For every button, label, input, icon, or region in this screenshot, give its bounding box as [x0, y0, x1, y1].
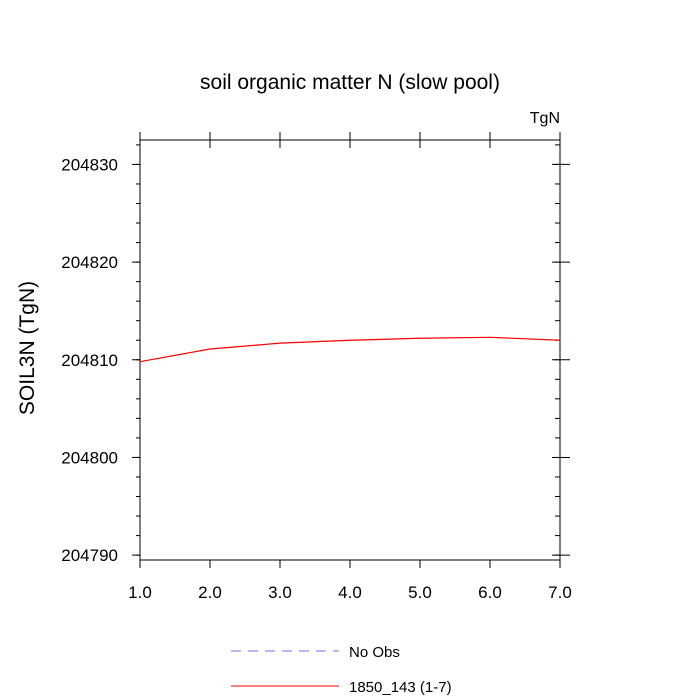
x-tick-label: 3.0: [268, 583, 292, 602]
x-tick-label: 7.0: [548, 583, 572, 602]
y-tick-label: 204800: [61, 448, 118, 467]
y-tick-label: 204830: [61, 155, 118, 174]
legend-label: No Obs: [349, 644, 400, 661]
legend: No Obs 1850_143 (1-7): [231, 644, 452, 696]
ticks-layer: 1.0 2.0 3.0 4.0 5.0 6.0 7.0 204790 204800 204810 2…: [61, 132, 572, 602]
x-tick-label: 5.0: [408, 583, 432, 602]
chart-title: soil organic matter N (slow pool): [200, 71, 500, 94]
x-tick-label: 1.0: [128, 583, 152, 602]
x-tick-label: 2.0: [198, 583, 222, 602]
legend-label: 1850_143 (1-7): [349, 679, 452, 696]
y-tick-label: 204820: [61, 253, 118, 272]
y-tick-label: 204790: [61, 546, 118, 565]
y-axis-label: SOIL3N (TgN): [16, 281, 39, 415]
series-line: [139, 336, 561, 363]
units-label: TgN: [530, 110, 560, 127]
series-layer: [139, 336, 561, 363]
y-tick-label: 204810: [61, 351, 118, 370]
x-tick-label: 4.0: [338, 583, 362, 602]
x-tick-label: 6.0: [478, 583, 502, 602]
